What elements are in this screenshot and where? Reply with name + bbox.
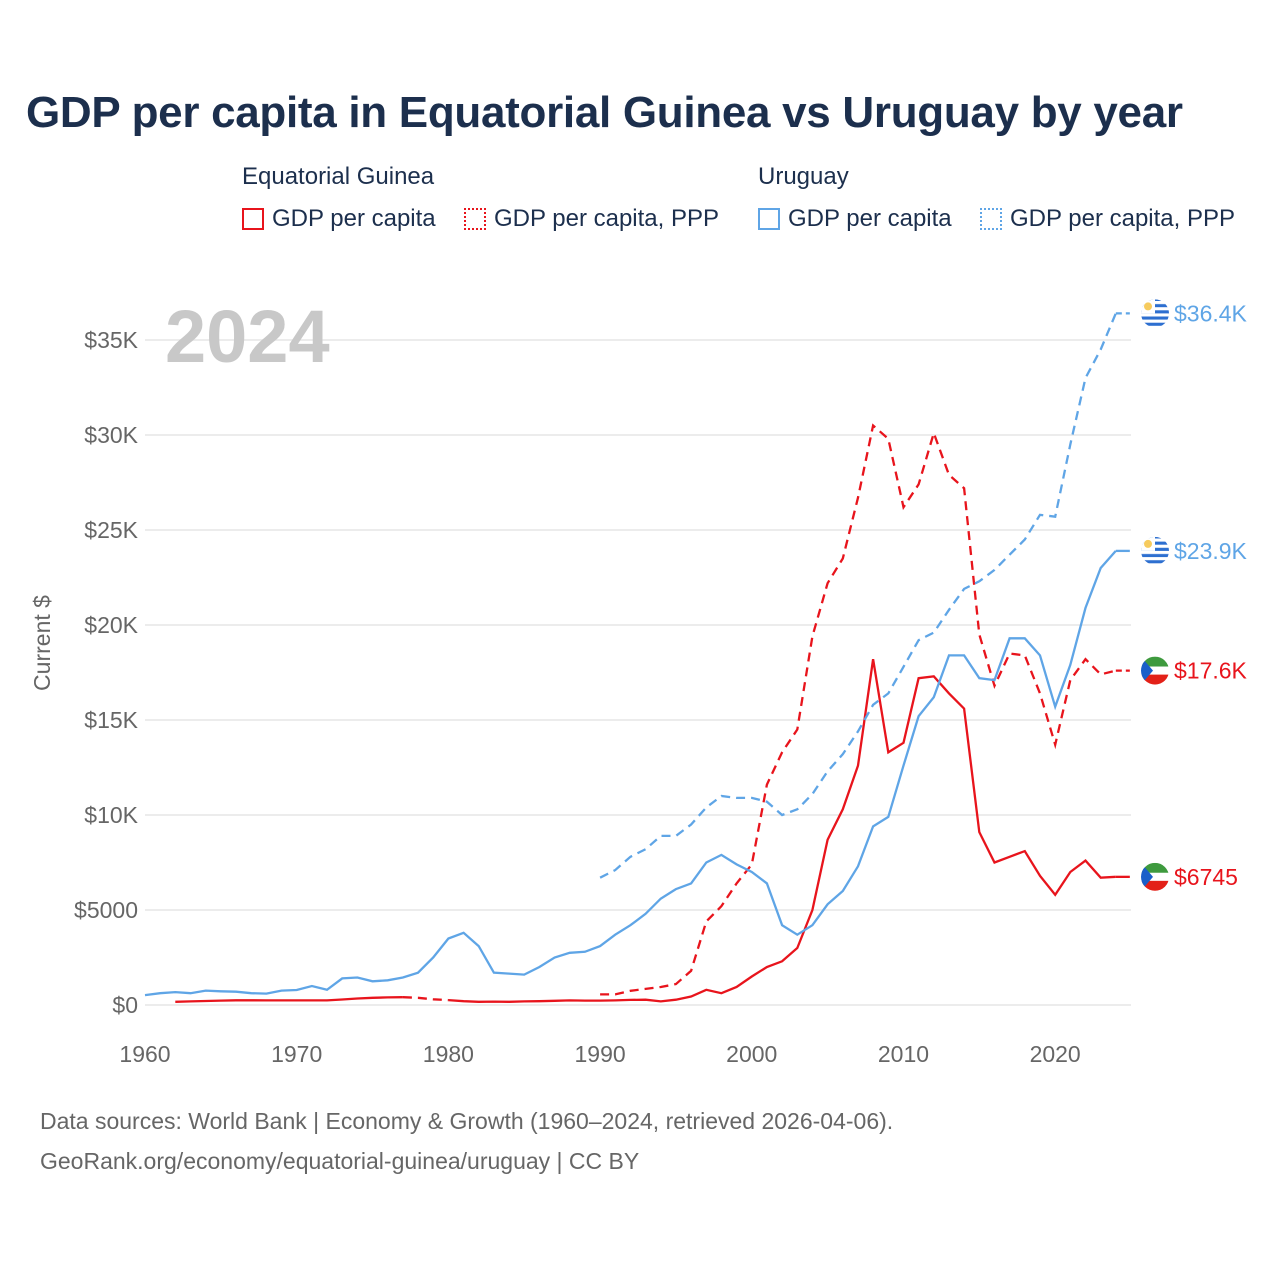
series-line xyxy=(599,312,1117,879)
grid-lines xyxy=(145,339,1131,1006)
end-value-label: $36.4K xyxy=(1174,300,1248,326)
flag-clip xyxy=(1141,862,1169,891)
x-tick-label: 2010 xyxy=(878,1041,929,1067)
flag-white xyxy=(1141,666,1169,675)
series-line-segment xyxy=(448,659,1116,1003)
series-line-segment xyxy=(175,996,403,1003)
legend-label: GDP per capita, PPP xyxy=(494,205,719,232)
y-tick-label: $35K xyxy=(84,327,138,353)
x-tick-label: 1960 xyxy=(119,1041,170,1067)
x-tick-label: 2000 xyxy=(726,1041,777,1067)
footer-url[interactable]: GeoRank.org/economy/equatorial-guinea/ur… xyxy=(40,1148,640,1174)
y-axis: $0 $5000 $10K $15K $20K $25K $30K $35K xyxy=(74,327,139,1018)
y-axis-label: Current $ xyxy=(29,595,55,691)
footer-sources: Data sources: World Bank | Economy & Gro… xyxy=(40,1108,894,1134)
legend-item-eq-gdp[interactable]: GDP per capita xyxy=(242,204,436,234)
equatorial-guinea-flag-icon xyxy=(1141,656,1169,685)
legend-swatch-dotted xyxy=(464,208,486,230)
flag-red xyxy=(1141,674,1169,685)
series-lines xyxy=(144,312,1117,1003)
legend-group-uruguay: Uruguay xyxy=(758,163,849,190)
y-tick-label: $15K xyxy=(84,707,138,733)
chart-title: GDP per capita in Equatorial Guinea vs U… xyxy=(26,88,1183,137)
flag-clip xyxy=(1141,299,1169,328)
legend-group-eq-guinea: Equatorial Guinea xyxy=(242,163,435,190)
x-tick-label: 1980 xyxy=(423,1041,474,1067)
y-tick-label: $30K xyxy=(84,422,138,448)
end-value-label: $23.9K xyxy=(1174,538,1248,564)
series-line xyxy=(144,550,1117,997)
flag-clip xyxy=(1141,536,1169,565)
flag-triangle xyxy=(1141,862,1153,891)
uruguay-flag-icon xyxy=(1141,536,1169,565)
line-chart: $0 $5000 $10K $15K $20K $25K $30K $35K 1960 1970… xyxy=(29,295,1248,1067)
y-tick-label: $20K xyxy=(84,612,138,638)
end-labels: $6745 $17.6K $23.9K $36.4K xyxy=(1115,299,1248,891)
series-line xyxy=(600,423,1117,996)
y-tick-label: $10K xyxy=(84,802,138,828)
legend-label: GDP per capita xyxy=(788,205,952,232)
uruguay-flag-icon xyxy=(1141,299,1169,328)
y-tick-label: $0 xyxy=(112,992,138,1018)
year-watermark: 2024 xyxy=(165,295,330,378)
flag-sun xyxy=(1144,302,1152,311)
flag-triangle xyxy=(1141,656,1153,685)
x-tick-label: 1970 xyxy=(271,1041,322,1067)
flag-clip xyxy=(1141,656,1169,685)
x-tick-label: 2020 xyxy=(1030,1041,1081,1067)
equatorial-guinea-flag-icon xyxy=(1141,862,1169,891)
x-tick-label: 1990 xyxy=(574,1041,625,1067)
flag-white xyxy=(1141,872,1169,881)
series-line-gap xyxy=(402,996,449,1002)
y-tick-label: $25K xyxy=(84,517,138,543)
legend-label: GDP per capita xyxy=(272,205,436,232)
flag-sun xyxy=(1144,539,1152,548)
legend-item-uy-gdp[interactable]: GDP per capita xyxy=(758,204,952,234)
end-value-label: $17.6K xyxy=(1174,658,1248,684)
end-value-label: $6745 xyxy=(1174,864,1238,890)
y-tick-label: $5000 xyxy=(74,897,138,923)
flag-green xyxy=(1141,862,1169,873)
x-axis: 1960 1970 1980 1990 2000 2010 2020 xyxy=(119,1041,1080,1067)
legend-swatch-solid xyxy=(242,208,264,230)
flag-red xyxy=(1141,880,1169,891)
legend-item-eq-gdp-ppp[interactable]: GDP per capita, PPP xyxy=(464,204,719,234)
legend-label: GDP per capita, PPP xyxy=(1010,205,1235,232)
legend-swatch-solid xyxy=(758,208,780,230)
legend-item-uy-gdp-ppp[interactable]: GDP per capita, PPP xyxy=(980,204,1235,234)
legend-swatch-dotted xyxy=(980,208,1002,230)
flag-green xyxy=(1141,656,1169,667)
